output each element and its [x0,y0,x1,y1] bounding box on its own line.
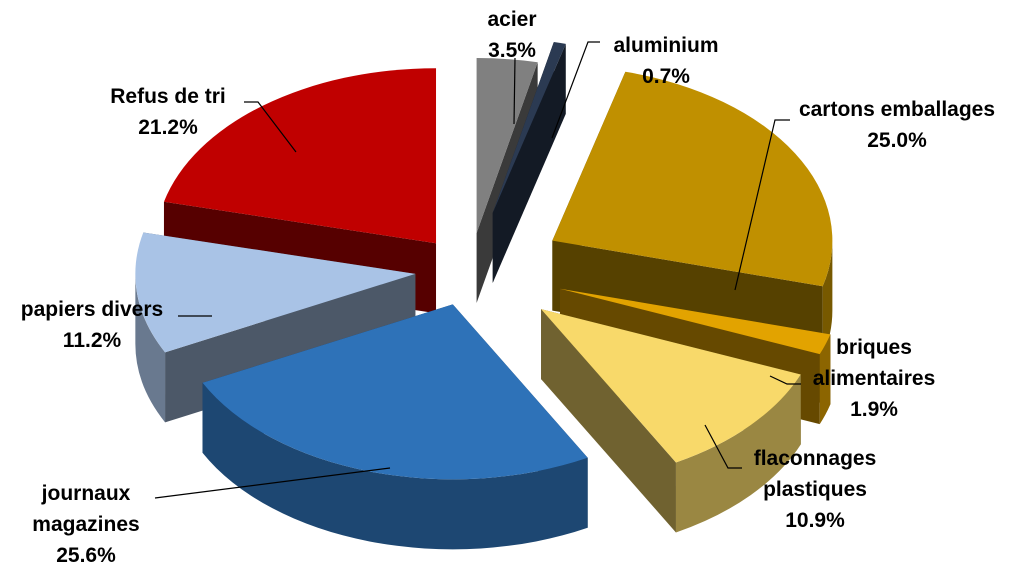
label-journaux-magazines: journaux magazines 25.6% [32,482,139,567]
slice-side-2-0 [822,240,833,357]
slice-side-3-0 [819,334,831,425]
slice-briques-alimentaires [560,288,831,355]
label-refus-de-tri: Refus de tri 21.2% [110,85,226,139]
slice-papiers-divers [135,232,416,353]
slice-cartons-emballages [552,71,833,287]
label-papiers-divers: papiers divers 11.2% [21,298,163,352]
leader-line-7 [244,101,297,153]
label-cartons-emballages: cartons emballages 25.0% [799,98,995,152]
slice-aluminium [492,42,566,213]
slice-refus-de-tri [163,68,437,244]
leader-line-2 [734,119,790,291]
slice-side-5-0 [202,382,588,550]
label-aluminium: aluminium 0.7% [613,34,718,88]
leader-line-0 [513,57,516,125]
leader-lines-layer [154,41,801,499]
slice-acier [476,58,538,234]
slice-wall-1-1 [492,43,566,283]
slice-wall-4-1 [541,309,676,533]
leader-line-4 [704,424,742,469]
slice-flaconnages-plastiques [541,309,801,463]
label-flaconnages-plastiques: flaconnages plastiques 10.9% [754,447,877,532]
label-acier: acier 3.5% [487,8,536,62]
leader-line-3 [769,375,801,385]
label-briques-alimentaires: briques alimentaires 1.9% [813,336,936,421]
labels-layer: acier 3.5% aluminium 0.7% cartons emballages… [21,8,995,567]
leader-line-5 [154,467,391,499]
slice-tops-layer [135,42,833,480]
slice-journaux-magazines [202,304,588,480]
leader-line-1 [551,41,600,139]
slice-side-6-0 [135,273,166,423]
slice-side-4-0 [675,374,801,533]
